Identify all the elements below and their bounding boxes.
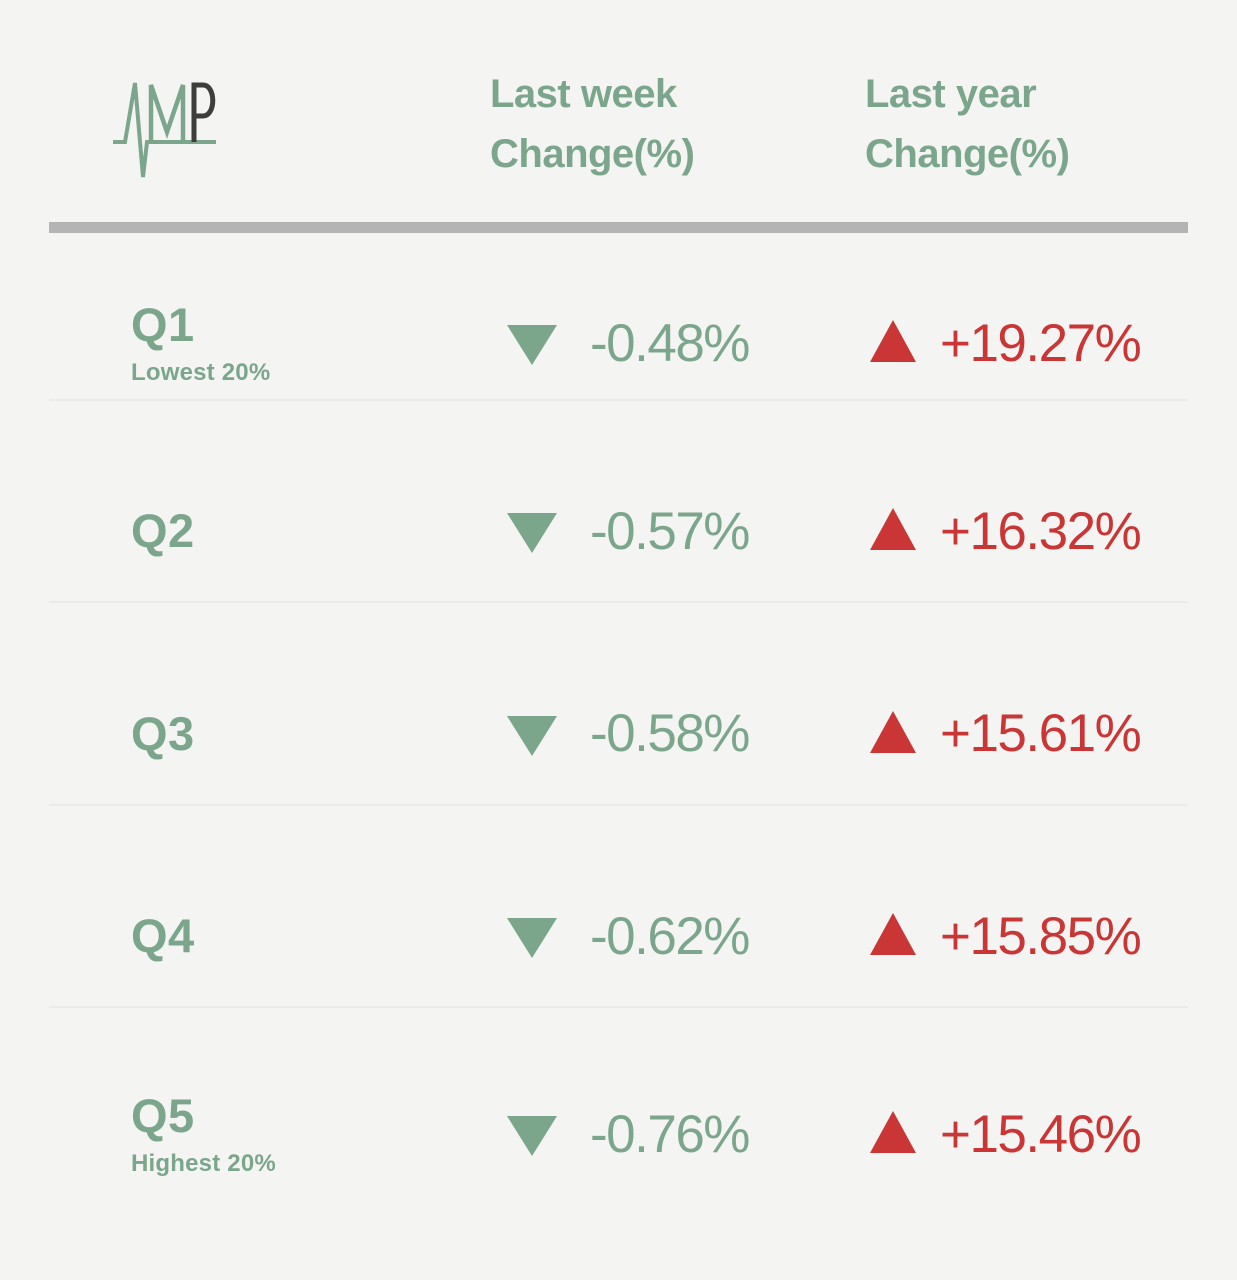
down-triangle-icon [507,1116,557,1156]
last-week-change-value: -0.62% [590,906,750,966]
quintile-sublabel: Highest 20% [131,1150,276,1178]
table-row: Q1 Lowest 20% -0.48% +19.27% [49,233,1188,399]
logo-letter-m [148,84,186,142]
up-triangle-icon [870,320,916,362]
last-week-cell: -0.76% [491,1108,866,1161]
last-week-change-value: -0.76% [590,1104,750,1164]
quintile-label: Q4 [131,909,195,963]
last-year-change-value: +15.85% [940,906,1142,966]
last-year-change-value: +15.46% [940,1104,1142,1164]
mp-pulse-logo [113,82,216,178]
quintile-label: Q3 [131,706,195,760]
header-last-week-line2: Change(%) [490,132,695,176]
page-header: Last week Change(%) Last year Change(%) [0,0,1237,222]
quintile-label: Q2 [131,504,195,558]
up-triangle-icon [870,913,916,955]
quintile-label: Q5 [131,1088,195,1142]
quintile-label-cell: Q1 Lowest 20% [49,297,491,388]
quintile-table: Q1 Lowest 20% -0.48% +19.27% Q2 -0.57% +… [49,233,1188,1246]
header-divider [49,222,1188,233]
header-last-year: Last year Change(%) [865,64,1070,184]
quintile-label-cell: Q2 [49,505,491,557]
last-year-cell: +16.32% [866,505,1188,558]
down-triangle-icon [507,918,557,958]
pulse-line-icon [113,82,216,178]
last-year-cell: +15.61% [866,707,1188,760]
last-week-cell: -0.62% [491,910,866,963]
quintile-label-cell: Q3 [49,706,491,760]
quintile-label: Q1 [131,297,195,351]
table-row: Q5 Highest 20% -0.76% +15.46% [49,1006,1188,1246]
header-last-year-line1: Last year [865,72,1037,116]
down-triangle-icon [507,325,557,365]
last-week-cell: -0.48% [491,317,866,370]
down-triangle-icon [507,715,557,756]
quintile-sublabel: Lowest 20% [131,359,271,387]
last-week-cell: -0.58% [491,707,866,760]
logo-letter-p [191,82,216,142]
header-last-week-line1: Last week [490,72,677,116]
table-row: Q2 -0.57% +16.32% [49,399,1188,601]
last-week-cell: -0.57% [491,505,866,558]
header-last-week: Last week Change(%) [490,64,695,184]
up-triangle-icon [870,710,916,753]
last-year-change-value: +15.61% [940,704,1142,763]
header-last-year-line2: Change(%) [865,132,1070,176]
table-row: Q3 -0.58% +15.61% [49,601,1188,804]
last-year-cell: +15.85% [866,910,1188,963]
last-year-cell: +15.46% [866,1108,1188,1161]
quintile-label-cell: Q5 Highest 20% [49,1088,491,1179]
down-triangle-icon [507,513,557,553]
last-year-change-value: +16.32% [940,501,1142,561]
quintile-label-cell: Q4 [49,910,491,962]
table-row: Q4 -0.62% +15.85% [49,804,1188,1006]
last-week-change-value: -0.58% [590,704,750,763]
up-triangle-icon [870,1111,916,1153]
last-week-change-value: -0.48% [590,313,750,373]
last-year-change-value: +19.27% [940,313,1142,373]
last-week-change-value: -0.57% [590,501,750,561]
up-triangle-icon [870,508,916,550]
last-year-cell: +19.27% [866,317,1188,370]
